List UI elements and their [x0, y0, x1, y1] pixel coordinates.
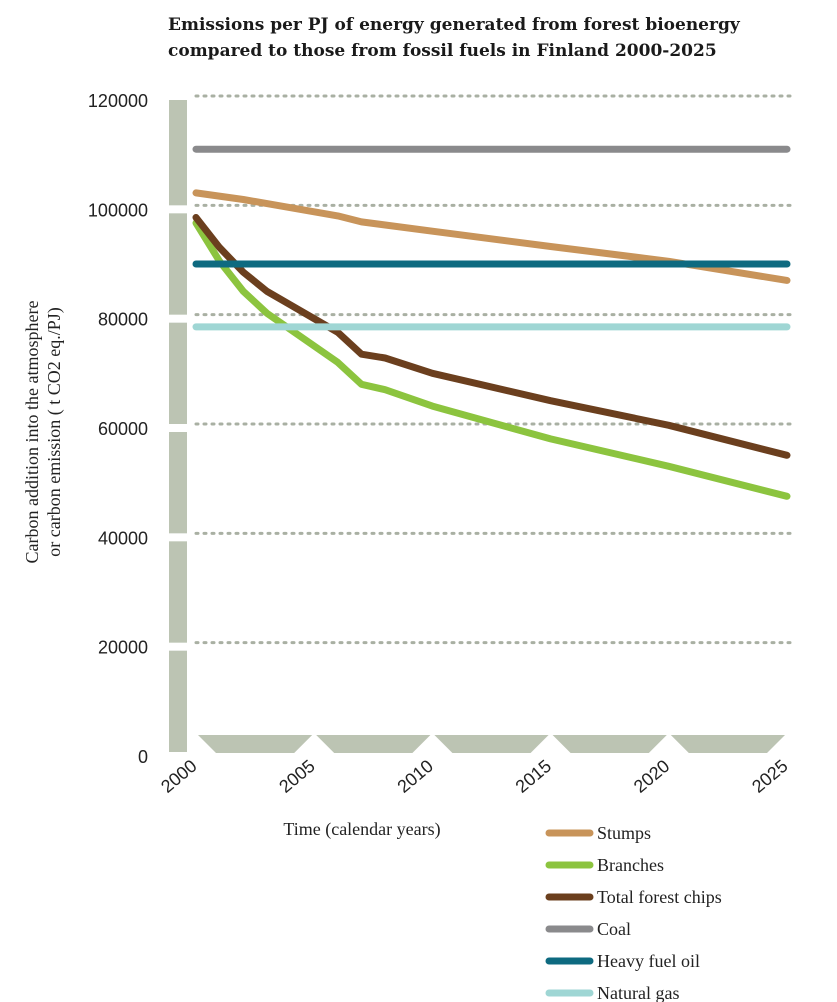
legend-label-stumps: Stumps [597, 823, 651, 843]
y-axis-segment [169, 100, 187, 206]
y-axis-segment [169, 432, 187, 534]
y-tick-label: 40000 [98, 528, 148, 548]
y-tick-label: 20000 [98, 638, 148, 658]
y-tick-labels: 0 20000 40000 60000 80000 100000 120000 [88, 91, 148, 767]
legend-label-natural-gas: Natural gas [597, 983, 679, 1002]
y-axis-segment [169, 322, 187, 424]
x-tick-label: 2020 [630, 756, 674, 797]
chart-title-line2: compared to those from fossil fuels in F… [168, 41, 717, 61]
y-axis-segment [169, 541, 187, 643]
series-line-branches [192, 219, 791, 500]
series-line-stumps [192, 189, 791, 284]
x-axis-segment [198, 735, 313, 753]
y-axis-segment [169, 213, 187, 315]
legend-label-heavy-fuel-oil: Heavy fuel oil [597, 951, 700, 971]
x-tick-label: 2010 [393, 756, 437, 797]
y-tick-label: 100000 [88, 200, 148, 220]
y-axis-label-line2: or carbon emission ( t CO2 eq./PJ) [44, 307, 65, 556]
gridlines [194, 94, 792, 645]
x-tick-label: 2025 [748, 756, 792, 797]
series-lines [192, 145, 791, 500]
y-tick-label: 80000 [98, 310, 148, 330]
series-line-total-forest-chips [192, 214, 791, 459]
y-tick-label: 0 [138, 747, 148, 767]
x-tick-labels: 2000 2005 2010 2015 2020 2025 [157, 756, 792, 797]
x-axis-segment [316, 735, 431, 753]
legend: Stumps Branches Total forest chips Coal Heav… [545, 823, 722, 1002]
y-tick-label: 60000 [98, 419, 148, 439]
x-tick-label: 2015 [512, 756, 556, 797]
y-axis-label-line1: Carbon addition into the atmosphere [22, 301, 42, 564]
legend-label-coal: Coal [597, 919, 631, 939]
x-axis-segment [670, 735, 785, 753]
y-axis-bar [169, 100, 187, 752]
chart-title-line1: Emissions per PJ of energy generated fro… [168, 15, 741, 35]
x-axis-segment [552, 735, 667, 753]
legend-label-branches: Branches [597, 855, 664, 875]
x-tick-label: 2005 [275, 756, 319, 797]
y-axis-segment [169, 650, 187, 752]
x-axis-segment [434, 735, 549, 753]
x-axis-label: Time (calendar years) [283, 819, 440, 840]
y-tick-label: 120000 [88, 91, 148, 111]
x-axis-bar [198, 735, 785, 753]
x-tick-label: 2000 [157, 756, 201, 797]
legend-label-total-forest-chips: Total forest chips [597, 887, 722, 907]
